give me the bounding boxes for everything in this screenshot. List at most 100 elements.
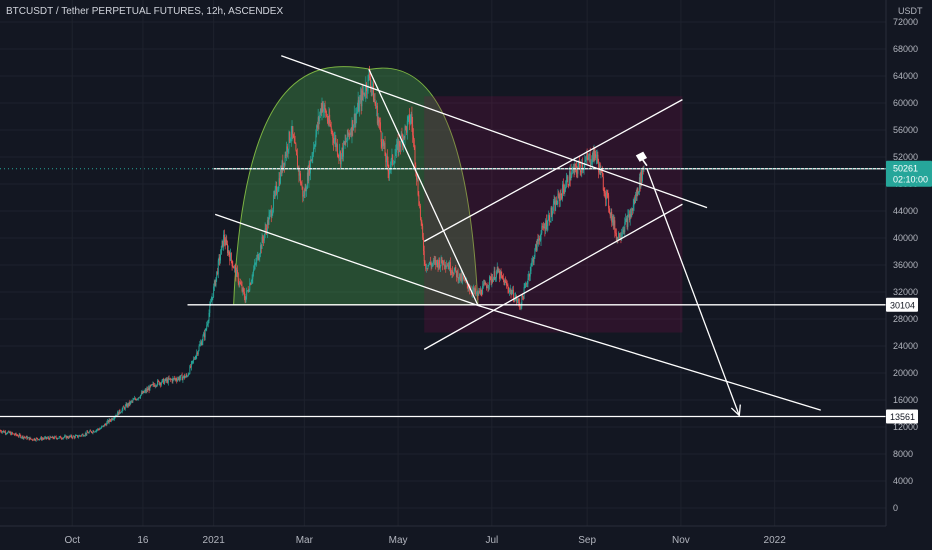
candle-body — [361, 90, 363, 107]
candle-body — [107, 420, 109, 423]
candle-body — [503, 279, 505, 286]
candle-body — [641, 170, 643, 182]
candle-body — [595, 156, 597, 158]
candle-body — [628, 214, 630, 221]
candle-body — [182, 377, 184, 381]
candle-body — [109, 419, 111, 421]
candle-body — [9, 432, 11, 434]
candle-body — [534, 248, 536, 258]
candle-body — [171, 379, 173, 382]
candle-body — [164, 378, 166, 381]
candle-body — [87, 432, 89, 434]
candle-body — [456, 270, 457, 278]
candle-body — [633, 200, 635, 206]
candle-body — [237, 269, 238, 274]
candle-body — [426, 268, 427, 269]
candle-body — [1, 431, 2, 433]
price-tick-label: 40000 — [893, 233, 918, 243]
candle-body — [90, 430, 92, 432]
candle-body — [539, 238, 540, 241]
candle-body — [605, 193, 607, 200]
candle-body — [635, 194, 637, 196]
candle-body — [300, 173, 301, 184]
candle-body — [119, 410, 121, 413]
candle-body — [362, 90, 364, 95]
candle-body — [261, 236, 263, 249]
candle-body — [117, 411, 119, 415]
candle-body — [29, 437, 31, 440]
candle-body — [312, 153, 314, 157]
candle-body — [108, 419, 110, 423]
candle-body — [322, 102, 324, 112]
trend-line — [281, 55, 708, 209]
candle-body — [625, 218, 627, 220]
candle-body — [243, 288, 245, 292]
candle-body — [217, 271, 218, 275]
candle-body — [103, 425, 105, 427]
candle-body — [137, 397, 139, 399]
candle-body — [631, 208, 633, 217]
candle-body — [357, 100, 359, 110]
candle-body — [352, 120, 354, 131]
price-label-box — [886, 409, 918, 424]
candle-body — [508, 289, 510, 293]
candle-body — [273, 195, 275, 209]
candle-body — [348, 133, 350, 136]
candle-body — [306, 172, 308, 189]
candle-body — [448, 265, 450, 270]
candle-body — [239, 282, 241, 284]
candle-body — [532, 258, 534, 262]
candle-body — [280, 169, 282, 175]
candle-body — [248, 290, 250, 292]
candle-body — [577, 167, 579, 174]
candle-body — [252, 272, 254, 279]
candle-body — [234, 266, 236, 268]
candle-body — [457, 271, 459, 281]
candle-body — [524, 286, 526, 288]
candle-body — [507, 285, 509, 290]
candle-body — [162, 378, 164, 380]
candle-body — [392, 154, 394, 164]
candle-body — [418, 194, 420, 206]
candle-body — [403, 136, 404, 145]
candle-body — [24, 437, 26, 439]
candle-body — [110, 420, 112, 422]
candle-body — [102, 425, 104, 427]
candle-body — [411, 113, 413, 125]
candle-body — [220, 254, 222, 261]
candle-body — [635, 194, 636, 203]
candle-body — [260, 245, 261, 255]
candle-body — [183, 375, 185, 379]
candle-body — [273, 195, 275, 196]
candle-body — [567, 176, 569, 186]
candle-body — [240, 284, 242, 286]
candle-body — [433, 260, 435, 261]
candle-body — [489, 276, 490, 286]
candle-body — [217, 260, 219, 275]
candle-body — [422, 226, 424, 238]
candle-body — [97, 428, 99, 430]
candle-body — [611, 211, 613, 223]
candle-body — [250, 281, 252, 285]
candle-body — [502, 275, 504, 279]
candle-body — [51, 437, 52, 439]
candle-body — [420, 217, 422, 222]
candle-body — [135, 399, 137, 401]
candle-body — [642, 168, 643, 182]
candle-body — [113, 418, 115, 420]
candle-body — [517, 299, 519, 301]
candle-body — [398, 141, 400, 154]
candle-body — [110, 418, 112, 421]
candle-body — [423, 250, 425, 262]
candle-body — [38, 439, 40, 441]
candle-body — [210, 300, 212, 303]
candle-body — [585, 159, 587, 162]
candle-body — [192, 360, 194, 362]
candle-body — [17, 436, 19, 437]
candle-body — [134, 398, 136, 400]
candle-body — [413, 135, 414, 140]
candle-body — [15, 433, 17, 435]
candle-body — [230, 253, 232, 261]
candle-body — [548, 215, 550, 220]
